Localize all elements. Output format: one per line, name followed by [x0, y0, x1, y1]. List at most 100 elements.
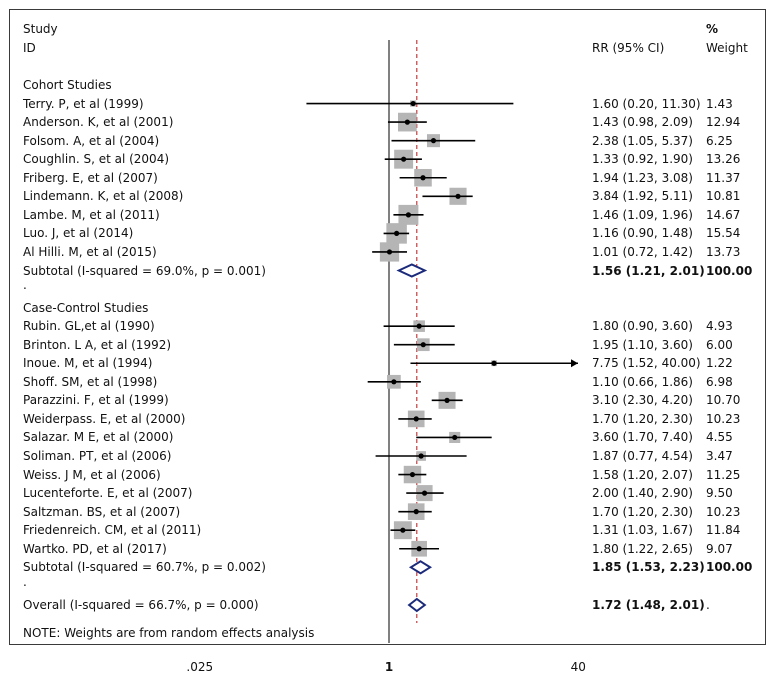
- study-weight: 10.23: [706, 411, 741, 426]
- subtotal-weight: 100.00: [706, 560, 753, 575]
- study-0-3-point: [401, 156, 407, 162]
- study-label: Friedenreich. CM, et al (2011): [23, 523, 202, 538]
- study-estimate: 1.16 (0.90, 1.48): [592, 226, 693, 241]
- study-1-10-point: [413, 509, 419, 515]
- study-estimate: 1.60 (0.20, 11.30): [592, 96, 701, 111]
- study-estimate: 1.58 (1.20, 2.07): [592, 467, 693, 482]
- study-1-12-point: [416, 546, 422, 552]
- study-label: Wartko. PD, et al (2017): [23, 541, 167, 556]
- study-weight: 13.26: [706, 152, 741, 167]
- study-estimate: 2.38 (1.05, 5.37): [592, 133, 693, 148]
- overall-weight: .: [706, 598, 710, 612]
- study-label: Saltzman. BS, et al (2007): [23, 504, 181, 519]
- study-label: Brinton. L A, et al (1992): [23, 337, 172, 352]
- study-label: Friberg. E, et al (2007): [23, 170, 158, 185]
- study-label: Parazzini. F, et al (1999): [23, 393, 169, 408]
- study-label: Lindemann. K, et al (2008): [23, 189, 184, 204]
- study-weight: 6.25: [706, 133, 733, 148]
- study-1-8-point: [409, 471, 416, 478]
- study-estimate: 7.75 (1.52, 40.00): [592, 356, 701, 371]
- study-0-5-point: [455, 193, 461, 199]
- subtotal-label: Subtotal (I-squared = 69.0%, p = 0.001): [23, 263, 266, 278]
- study-label: Lucenteforte. E, et al (2007): [23, 486, 193, 501]
- study-1-2-point: [491, 360, 497, 366]
- study-0-4-point: [420, 175, 426, 181]
- study-estimate: 1.43 (0.98, 2.09): [592, 115, 693, 130]
- study-estimate: 1.70 (1.20, 2.30): [592, 411, 693, 426]
- study-label: Weiss. J M, et al (2006): [23, 467, 161, 482]
- overall-diamond: [407, 597, 427, 613]
- study-estimate: 1.80 (1.22, 2.65): [592, 541, 693, 556]
- header-rr: RR (95% CI): [592, 41, 665, 55]
- study-1-9-point: [421, 490, 428, 496]
- study-0-0-point: [410, 100, 416, 107]
- study-estimate: 3.60 (1.70, 7.40): [592, 430, 693, 445]
- study-0-2-point: [430, 138, 437, 144]
- plot-panel: [9, 9, 766, 645]
- study-weight: 6.98: [706, 374, 733, 389]
- study-1-7-point: [418, 453, 424, 459]
- study-estimate: 2.00 (1.40, 2.90): [592, 486, 693, 501]
- study-weight: 14.67: [706, 207, 741, 222]
- study-weight: 10.81: [706, 189, 741, 204]
- study-label: Luo. J, et al (2014): [23, 226, 134, 241]
- study-estimate: 1.70 (1.20, 2.30): [592, 504, 693, 519]
- study-weight: 11.37: [706, 170, 741, 185]
- study-1-5-point: [413, 416, 419, 422]
- study-estimate: 3.10 (2.30, 4.20): [592, 393, 693, 408]
- study-weight: 4.93: [706, 319, 733, 334]
- study-weight: 11.25: [706, 467, 741, 482]
- study-label: Soliman. PT, et al (2006): [23, 449, 172, 463]
- study-estimate: 1.87 (0.77, 4.54): [592, 449, 693, 463]
- study-label: Anderson. K, et al (2001): [23, 115, 174, 130]
- study-weight: 11.84: [706, 523, 741, 538]
- study-estimate: 1.95 (1.10, 3.60): [592, 337, 693, 352]
- header-percent: %: [706, 22, 719, 36]
- overall-estimate: 1.72 (1.48, 2.01): [592, 598, 705, 612]
- study-estimate: 1.01 (0.72, 1.42): [592, 244, 693, 259]
- subtotal-estimate: 1.85 (1.53, 2.23): [592, 560, 705, 575]
- study-label: Inoue. M, et al (1994): [23, 356, 153, 371]
- x-tick-label: 40: [570, 660, 586, 674]
- study-weight: 1.22: [706, 356, 733, 371]
- study-0-6-point: [405, 212, 412, 218]
- study-label: Folsom. A, et al (2004): [23, 133, 160, 148]
- study-weight: 1.43: [706, 96, 733, 111]
- study-label: Al Hilli. M, et al (2015): [23, 244, 157, 259]
- study-estimate: 1.33 (0.92, 1.90): [592, 152, 693, 167]
- study-estimate: 1.94 (1.23, 3.08): [592, 170, 693, 185]
- spacer-dot: .: [23, 574, 27, 589]
- study-1-3-point: [391, 379, 397, 385]
- overall-label: Overall (I-squared = 66.7%, p = 0.000): [23, 598, 259, 612]
- study-weight: 4.55: [706, 430, 733, 445]
- group-title: Cohort Studies: [23, 78, 112, 92]
- subtotal-diamond-1: [408, 560, 433, 575]
- x-tick-label: .025: [186, 660, 214, 674]
- header-study: Study: [23, 22, 58, 36]
- study-label: Salazar. M E, et al (2000): [23, 430, 174, 445]
- study-1-11-point: [400, 527, 406, 533]
- study-label: Rubin. GL,et al (1990): [23, 319, 155, 334]
- study-label: Coughlin. S, et al (2004): [23, 152, 170, 167]
- study-estimate: 3.84 (1.92, 5.11): [592, 189, 693, 204]
- study-weight: 15.54: [706, 226, 741, 241]
- study-weight: 10.70: [706, 393, 741, 408]
- study-label: Terry. P, et al (1999): [23, 96, 144, 111]
- footnote: NOTE: Weights are from random effects an…: [23, 626, 315, 640]
- study-1-6-point: [452, 434, 458, 441]
- study-estimate: 1.80 (0.90, 3.60): [592, 319, 693, 334]
- study-estimate: 1.10 (0.66, 1.86): [592, 374, 693, 389]
- study-weight: 9.50: [706, 486, 733, 501]
- study-0-8-point: [386, 249, 393, 255]
- subtotal-weight: 100.00: [706, 263, 753, 278]
- study-1-1-point: [420, 342, 426, 348]
- subtotal-label: Subtotal (I-squared = 60.7%, p = 0.002): [23, 560, 266, 575]
- header-id: ID: [23, 41, 36, 55]
- study-label: Weiderpass. E, et al (2000): [23, 411, 186, 426]
- study-weight: 13.73: [706, 244, 741, 259]
- study-estimate: 1.31 (1.03, 1.67): [592, 523, 693, 538]
- study-weight: 9.07: [706, 541, 733, 556]
- spacer-dot: .: [23, 278, 27, 293]
- study-0-7-point: [394, 230, 400, 236]
